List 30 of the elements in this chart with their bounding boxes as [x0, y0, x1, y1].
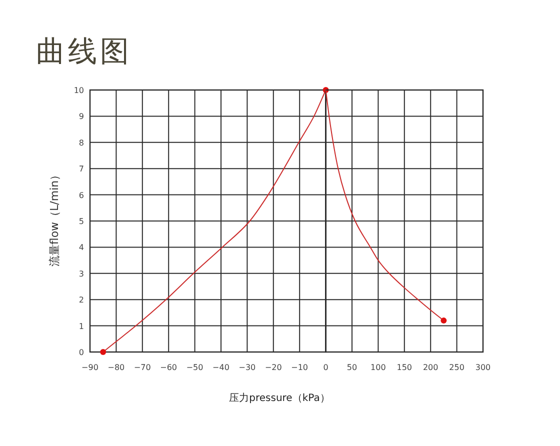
x-tick-label: −40	[212, 363, 230, 372]
x-tick-label: −90	[82, 363, 98, 372]
y-tick-label: 5	[78, 217, 84, 226]
x-tick-label: 300	[475, 363, 491, 372]
y-tick-label: 8	[78, 138, 84, 148]
x-tick-label: −30	[238, 363, 256, 372]
x-tick-label: 250	[449, 363, 464, 372]
y-tick-label: 0	[78, 348, 84, 357]
x-tick-label: −80	[108, 363, 125, 372]
x-tick-label: 0	[323, 363, 328, 372]
x-tick-label: −60	[160, 363, 178, 372]
x-tick-label: 50	[346, 363, 358, 372]
y-tick-label: 6	[78, 190, 84, 200]
x-axis-title: 压力pressure（kPa）	[229, 392, 330, 404]
y-tick-label: 4	[78, 243, 84, 252]
x-tick-label: −20	[264, 363, 282, 372]
x-tick-label: −50	[186, 363, 204, 372]
x-tick-label: 150	[396, 363, 412, 372]
y-tick-label: 9	[78, 112, 84, 122]
y-tick-label: 2	[78, 296, 84, 305]
x-tick-label: 200	[422, 363, 438, 372]
y-tick-label: 10	[74, 86, 84, 95]
x-tick-label: −10	[291, 363, 308, 372]
y-tick-label: 3	[78, 269, 84, 278]
y-tick-label: 7	[78, 164, 84, 174]
chart-title: 曲线图	[36, 34, 132, 68]
y-axis-title: 流量flow（L/min）	[48, 169, 61, 267]
x-tick-label: −70	[134, 363, 151, 372]
x-tick-label: 100	[370, 363, 386, 372]
y-tick-label: 1	[78, 322, 84, 331]
